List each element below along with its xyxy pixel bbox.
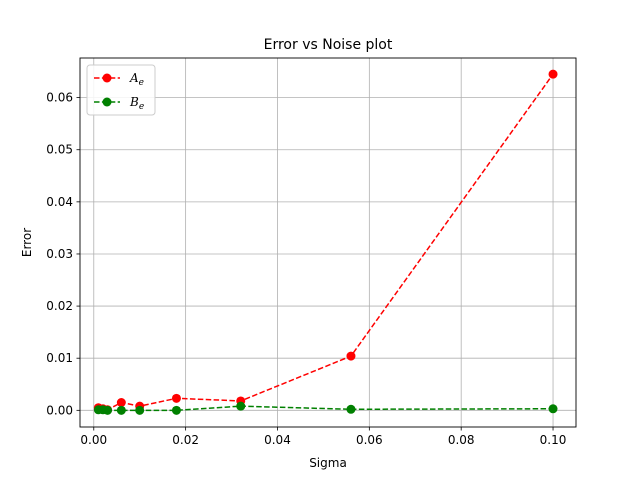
data-point (171, 393, 181, 403)
y-tick-label: 0.06 (46, 91, 73, 105)
legend-label-subscript: e (139, 102, 144, 112)
y-tick-label: 0.02 (46, 299, 73, 313)
legend-swatch-marker (102, 73, 112, 83)
legend-label-main: A (129, 71, 139, 85)
data-point (116, 398, 126, 408)
legend-label-main: B (129, 95, 139, 109)
x-tick-label: 0.00 (80, 433, 107, 447)
legend-swatch-marker (102, 97, 112, 107)
series-layer (93, 69, 558, 415)
y-tick-label: 0.00 (46, 403, 73, 417)
data-point (135, 405, 145, 415)
series-b-e (93, 401, 558, 415)
legend-label: Be (129, 95, 144, 112)
x-tick-label: 0.08 (448, 433, 475, 447)
plot-area-frame (79, 57, 577, 428)
data-point (103, 405, 113, 415)
legend-box (86, 64, 156, 116)
y-tick-label: 0.03 (46, 247, 73, 261)
y-tick-label: 0.05 (46, 143, 73, 157)
legend-label-subscript: e (139, 78, 144, 88)
x-tick-label: 0.02 (172, 433, 199, 447)
chart-title: Error vs Noise plot (264, 37, 393, 53)
x-tick-label: 0.10 (540, 433, 567, 447)
tick-layer: 0.00 0.02 0.04 0.06 0.08 0.10 0.00 0.01 0.02 0.03… (46, 91, 566, 447)
data-point (236, 401, 246, 411)
data-point (171, 405, 181, 415)
x-tick-label: 0.06 (356, 433, 383, 447)
y-axis-title: Error (20, 228, 34, 257)
data-point (548, 69, 558, 79)
data-point (346, 404, 356, 414)
grid-layer (80, 58, 576, 427)
y-tick-label: 0.04 (46, 195, 73, 209)
legend-label: Ae (129, 71, 144, 88)
data-point (346, 351, 356, 361)
data-point (548, 404, 558, 414)
x-axis-title: Sigma (309, 456, 347, 470)
y-tick-label: 0.01 (46, 351, 73, 365)
data-point (116, 405, 126, 415)
x-tick-label: 0.04 (264, 433, 291, 447)
